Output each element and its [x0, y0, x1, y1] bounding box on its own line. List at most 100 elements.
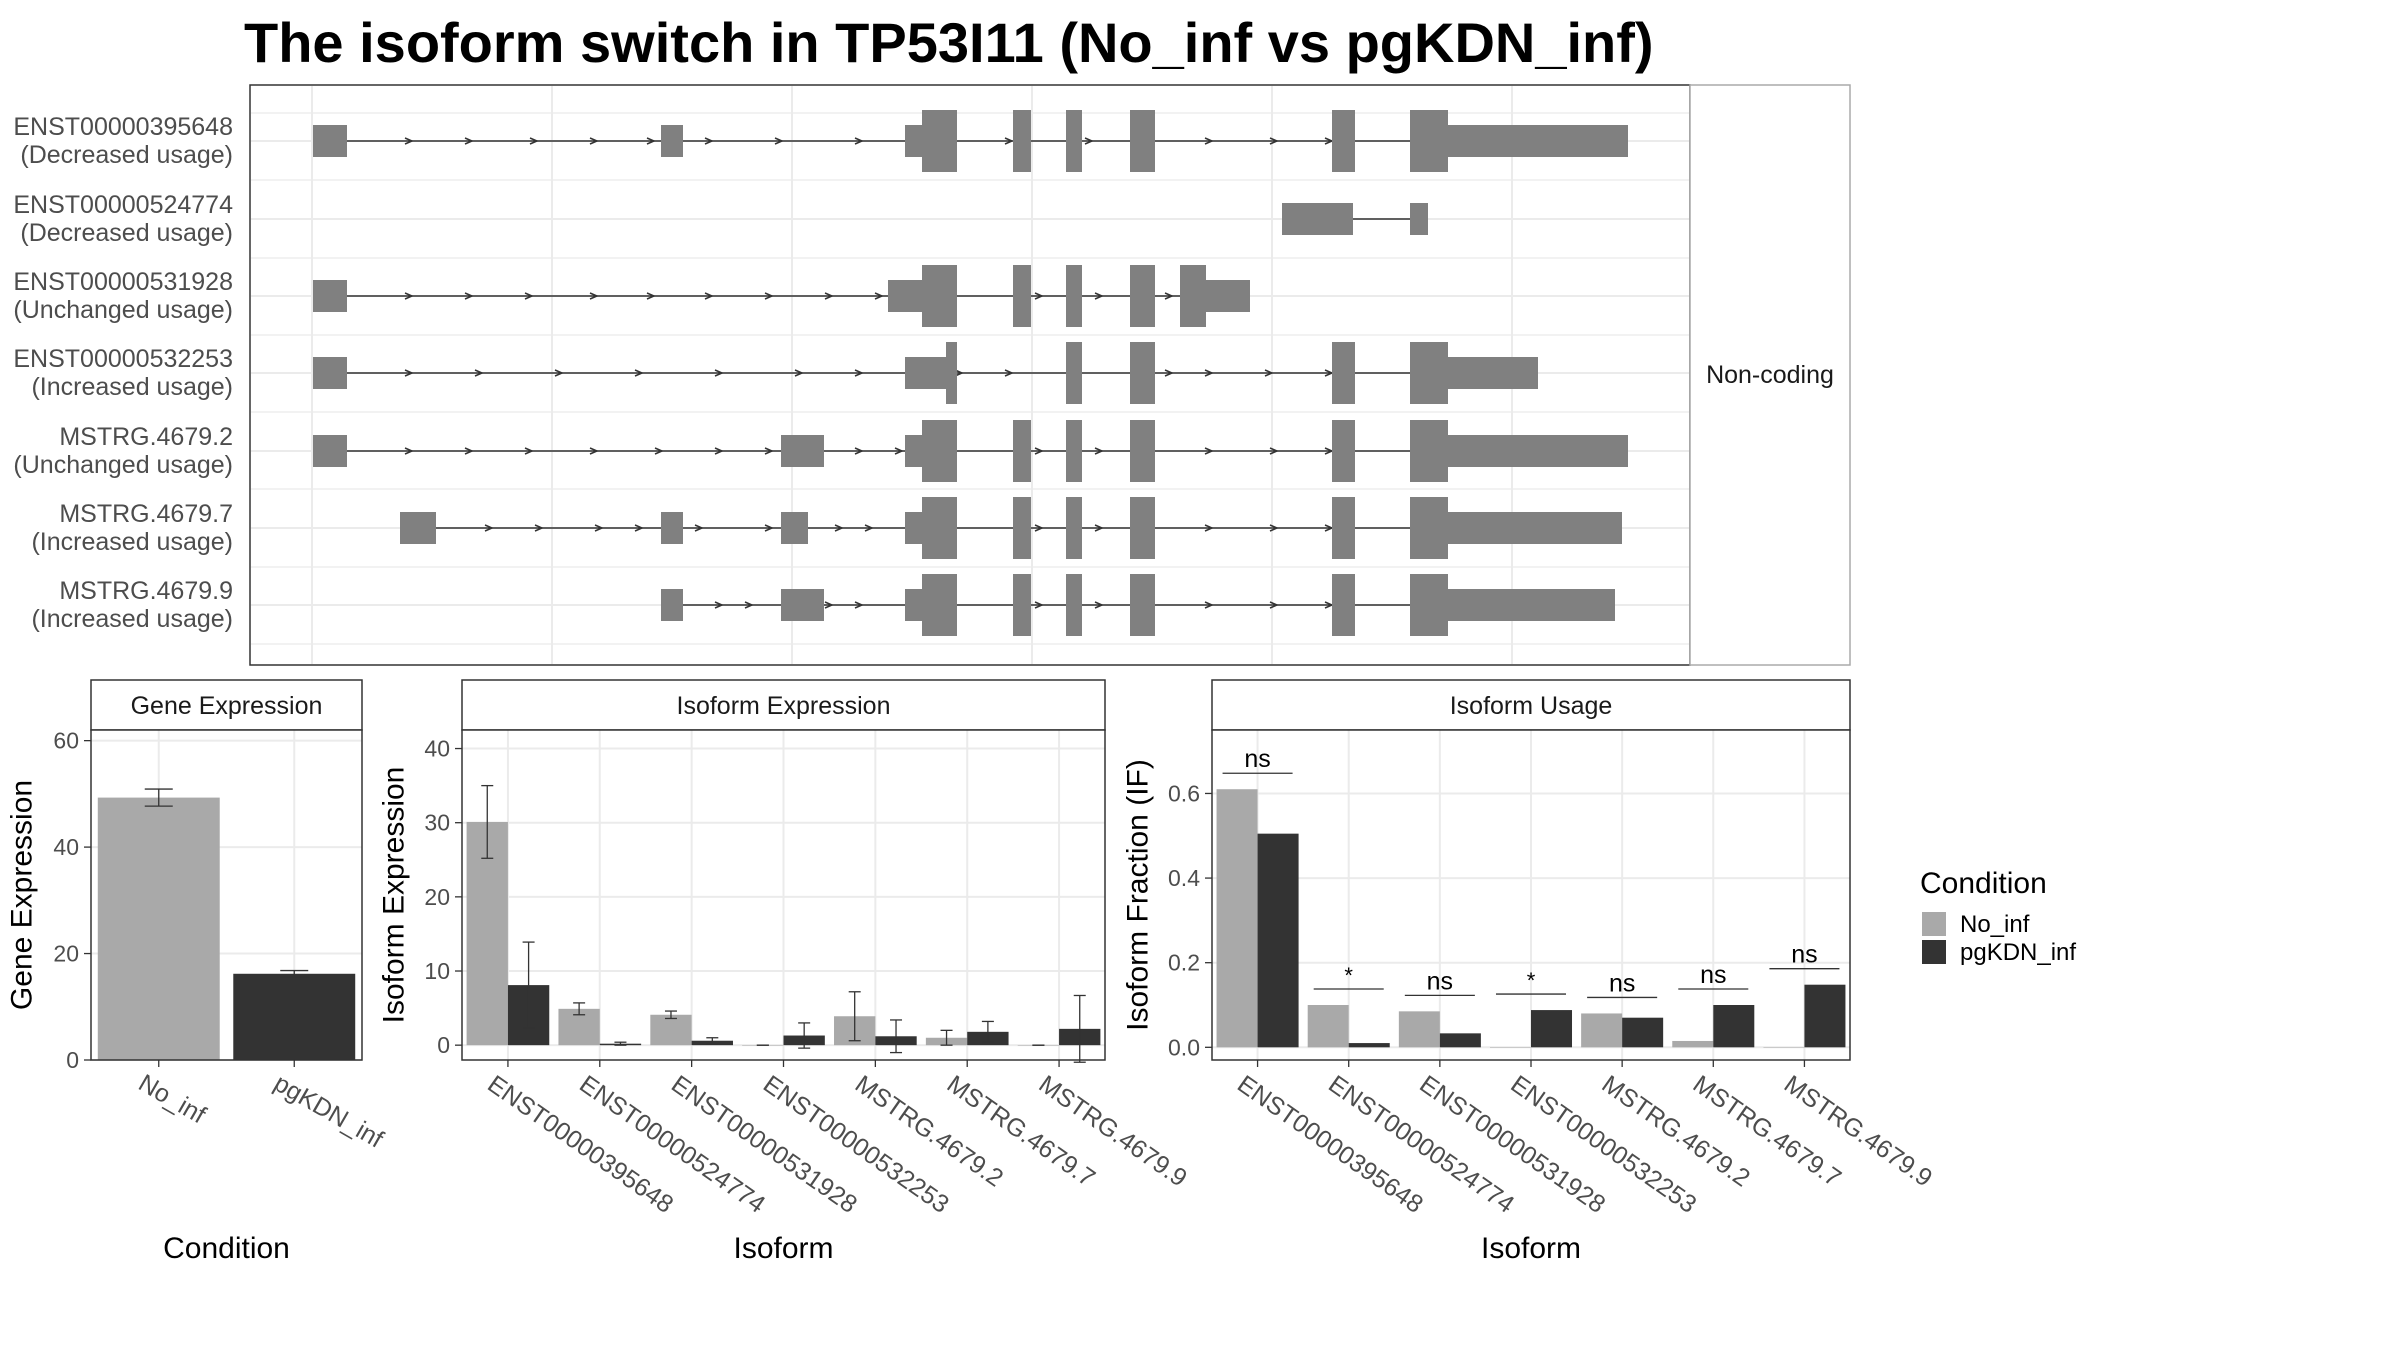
transcript-tracks	[313, 110, 1628, 636]
intron-direction-arrow	[484, 524, 494, 532]
exon-block	[661, 512, 683, 544]
bar	[1581, 1013, 1623, 1048]
transcript-track	[661, 574, 1615, 636]
intron-direction-arrow	[1269, 524, 1279, 532]
exon-block	[1448, 512, 1622, 544]
chart-title: Gene Expression	[131, 692, 323, 720]
intron-direction-arrow	[1204, 601, 1214, 609]
intron-direction-arrow	[524, 447, 534, 455]
bar	[1216, 789, 1258, 1048]
gene-expression-chart: Gene Expression 0 20 40 60 No_inf pgKDN_inf Con…	[6, 679, 388, 1265]
intron-direction-arrow	[529, 137, 539, 145]
exon-block	[781, 589, 824, 621]
y-tick-label: 40	[53, 834, 79, 860]
intron-direction-arrow	[714, 369, 724, 377]
intron-direction-arrow	[1094, 601, 1104, 609]
exon-block	[905, 125, 922, 157]
exon-block	[922, 574, 957, 636]
plot-frame	[90, 729, 363, 1061]
intron-direction-arrow	[764, 524, 774, 532]
bar	[1531, 1010, 1573, 1048]
transcript-id-label: ENST00000532253	[13, 345, 233, 373]
exon-block	[1180, 265, 1206, 327]
exon-block	[1013, 497, 1031, 559]
legend-label: pgKDN_inf	[1960, 939, 2076, 966]
intron-direction-arrow	[1204, 447, 1214, 455]
significance-label: ns	[1244, 745, 1270, 773]
transcript-usage-label: (Unchanged usage)	[13, 296, 233, 324]
transcript-id-label: MSTRG.4679.7	[59, 500, 233, 528]
intron-direction-arrow	[1084, 137, 1094, 145]
exon-block	[661, 589, 683, 621]
intron-direction-arrow	[854, 369, 864, 377]
intron-direction-arrow	[646, 137, 656, 145]
intron-direction-arrow	[854, 601, 864, 609]
bar	[97, 797, 220, 1060]
bar	[1489, 1047, 1531, 1048]
bar	[1713, 1005, 1755, 1048]
significance-label: *	[1527, 968, 1536, 993]
transcript-usage-label: (Increased usage)	[31, 528, 233, 556]
exon-block	[313, 357, 347, 389]
intron-direction-arrow	[1034, 524, 1044, 532]
significance-label: ns	[1427, 967, 1453, 995]
y-tick-label: 10	[424, 958, 450, 984]
exon-block	[1066, 497, 1082, 559]
intron-direction-arrow	[1094, 447, 1104, 455]
bar	[1622, 1017, 1664, 1048]
intron-direction-arrow	[589, 137, 599, 145]
intron-direction-arrow	[654, 447, 664, 455]
intron-direction-arrow	[1004, 369, 1014, 377]
intron-direction-arrow	[864, 524, 874, 532]
y-tick-label: 60	[53, 728, 79, 754]
transcript-track	[313, 110, 1628, 172]
exon-block	[1130, 497, 1155, 559]
exon-block	[1410, 574, 1448, 636]
intron-direction-arrow	[634, 369, 644, 377]
intron-direction-arrow	[554, 369, 564, 377]
exon-block	[1410, 420, 1448, 482]
bar	[466, 821, 508, 1046]
exon-block	[922, 265, 957, 327]
significance-label: ns	[1791, 941, 1817, 969]
transcript-usage-label: (Increased usage)	[31, 373, 233, 401]
y-axis-title: Isoform Expression	[378, 767, 411, 1024]
bar	[650, 1014, 692, 1046]
exon-block	[313, 125, 347, 157]
intron-direction-arrow	[704, 137, 714, 145]
y-tick-label: 20	[424, 884, 450, 910]
intron-direction-arrow	[834, 524, 844, 532]
intron-direction-arrow	[1204, 137, 1214, 145]
chart-title: Isoform Usage	[1450, 692, 1613, 720]
y-tick-label: 0.6	[1168, 780, 1200, 806]
exon-block	[1448, 357, 1538, 389]
intron-direction-arrow	[1164, 369, 1174, 377]
exon-block	[1332, 497, 1355, 559]
exon-block	[1410, 110, 1448, 172]
intron-direction-arrow	[634, 524, 644, 532]
intron-direction-arrow	[404, 292, 414, 300]
transcript-track	[1282, 203, 1428, 235]
intron-direction-arrow	[524, 292, 534, 300]
intron-direction-arrow	[1269, 601, 1279, 609]
exon-block	[1332, 110, 1355, 172]
transcript-track	[313, 342, 1538, 404]
intron-direction-arrow	[1094, 524, 1104, 532]
chart-title: Isoform Expression	[677, 692, 891, 720]
exon-block	[922, 110, 957, 172]
intron-direction-arrow	[854, 447, 864, 455]
intron-direction-arrow	[1269, 447, 1279, 455]
y-axis-title: Gene Expression	[6, 780, 39, 1010]
exon-block	[1066, 574, 1082, 636]
intron-direction-arrow	[704, 292, 714, 300]
exon-block	[888, 280, 922, 312]
exon-block	[1013, 110, 1031, 172]
transcript-id-label: ENST00000395648	[13, 113, 233, 141]
y-axis-title: Isoform Fraction (IF)	[1122, 759, 1155, 1031]
y-tick-label: 30	[424, 810, 450, 836]
figure-title: The isoform switch in TP53I11 (No_inf vs…	[244, 11, 1654, 74]
exon-block	[1130, 420, 1155, 482]
intron-direction-arrow	[474, 369, 484, 377]
legend-title: Condition	[1920, 867, 2047, 900]
intron-direction-arrow	[404, 137, 414, 145]
